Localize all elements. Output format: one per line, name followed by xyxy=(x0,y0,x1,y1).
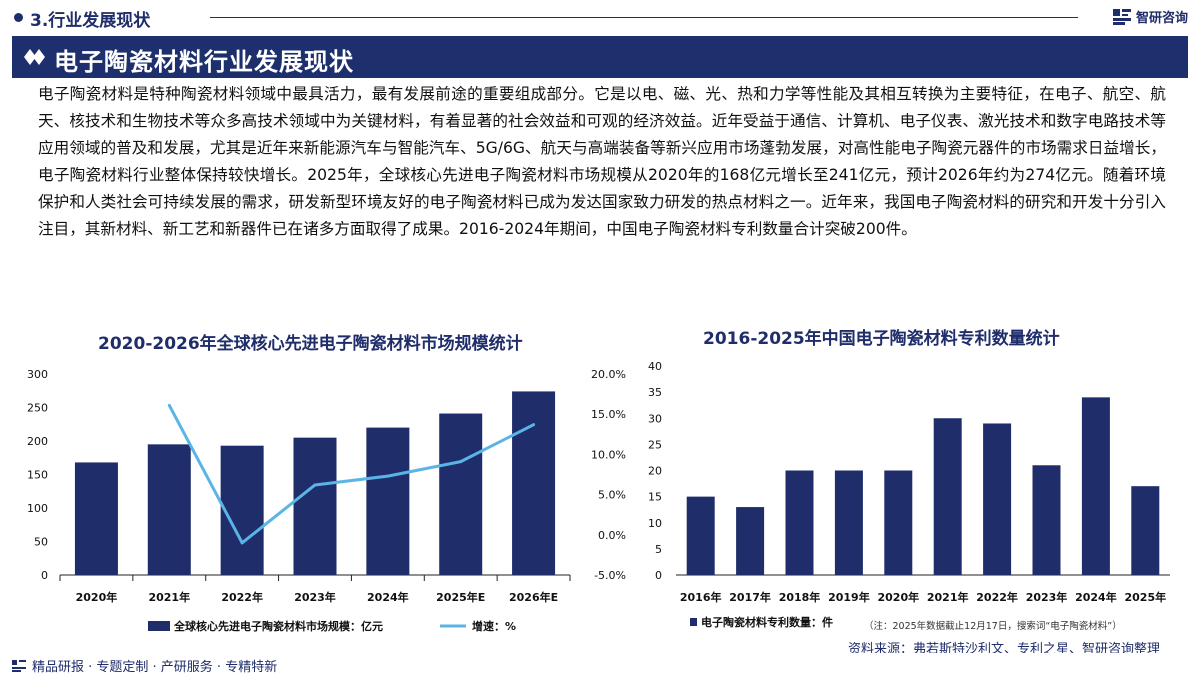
bar xyxy=(366,427,410,575)
bar xyxy=(512,391,556,575)
x-tick-label: 2025年E xyxy=(436,590,485,604)
legend-line-label: 增速：% xyxy=(472,619,516,633)
patent-count-chart: 0 5 10 15 20 25 30 35 40 2016年 2017年 2018年 2019年 2020… xyxy=(648,360,1170,629)
x-tick-label: 2020年 xyxy=(877,590,919,604)
y2-tick-label: -5.0% xyxy=(594,569,626,582)
market-size-chart: 0 50 100 150 200 250 300 -5.0% 0.0% 5.0% 10.0% 15.0… xyxy=(27,368,626,633)
footer-bar xyxy=(0,653,1200,675)
y2-tick-label: 15.0% xyxy=(591,408,626,421)
title-banner: 电子陶瓷材料行业发展现状 xyxy=(12,36,1188,78)
intro-paragraph: 电子陶瓷材料是特种陶瓷材料领域中最具活力，最有发展前途的重要组成部分。它是以电、… xyxy=(38,85,1166,238)
y2-tick-label: 5.0% xyxy=(598,489,626,502)
bar xyxy=(933,418,962,575)
logo-icon xyxy=(1112,8,1131,25)
y2-tick-label: 10.0% xyxy=(591,448,626,461)
growth-point xyxy=(532,423,536,427)
x-tick-label: 2021年 xyxy=(148,590,190,604)
chart-note: （注：2025年数据截止12月17日，搜索词“电子陶瓷材料”） xyxy=(864,621,1122,632)
x-tick-label: 2024年 xyxy=(1075,590,1117,604)
y-tick-label: 40 xyxy=(648,360,662,373)
legend-bar-label: 电子陶瓷材料专利数量：件 xyxy=(701,615,833,629)
x-tick-label: 2016年 xyxy=(680,590,722,604)
x-tick-label: 2023年 xyxy=(294,590,336,604)
section-divider xyxy=(210,17,1078,18)
y-tick-label: 25 xyxy=(648,438,662,451)
y-tick-label: 10 xyxy=(648,517,662,530)
bar xyxy=(983,423,1012,575)
y2-tick-label: 20.0% xyxy=(591,368,626,381)
x-tick-label: 2019年 xyxy=(828,590,870,604)
bar xyxy=(220,445,264,575)
legend-bar-swatch xyxy=(690,618,697,626)
y-tick-label: 35 xyxy=(648,386,662,399)
section-title: 3.行业发展现状 xyxy=(30,11,151,31)
x-tick-label: 2021年 xyxy=(927,590,969,604)
x-tick-label: 2022年 xyxy=(976,590,1018,604)
diamond-icon xyxy=(24,49,45,65)
y-tick-label: 50 xyxy=(34,536,48,549)
y-tick-label: 30 xyxy=(648,412,662,425)
x-tick-label: 2022年 xyxy=(221,590,263,604)
footer-text: 精品研报 · 专题定制 · 产研服务 · 专精特新 xyxy=(32,660,278,675)
growth-point xyxy=(167,403,171,407)
footer-logo-icon xyxy=(12,659,26,672)
growth-point xyxy=(459,460,463,464)
growth-line xyxy=(167,404,535,545)
bar xyxy=(293,437,337,575)
growth-point xyxy=(313,483,317,487)
logo-text: 智研咨询 xyxy=(1135,11,1188,26)
footer: 精品研报 · 专题定制 · 产研服务 · 专精特新 xyxy=(12,656,277,675)
y-tick-label: 0 xyxy=(655,569,662,582)
bar xyxy=(1131,486,1160,575)
brand-logo: 智研咨询 xyxy=(1112,7,1188,26)
chart1-title: 2020-2026年全球核心先进电子陶瓷材料市场规模统计 xyxy=(98,334,523,354)
bar xyxy=(1032,465,1061,575)
legend-bar-label: 全球核心先进电子陶瓷材料市场规模：亿元 xyxy=(173,619,383,633)
bar xyxy=(439,413,483,575)
x-tick-label: 2017年 xyxy=(729,590,771,604)
y-tick-label: 250 xyxy=(27,402,48,415)
y-tick-label: 5 xyxy=(655,543,662,556)
legend-bar-swatch xyxy=(148,621,170,631)
bar xyxy=(736,507,765,575)
bar xyxy=(74,462,118,575)
y2-tick-label: 0.0% xyxy=(598,529,626,542)
growth-point xyxy=(386,474,390,478)
y-tick-label: 15 xyxy=(648,491,662,504)
x-tick-label: 2025年 xyxy=(1124,590,1166,604)
y-tick-label: 300 xyxy=(27,368,48,381)
banner-title: 电子陶瓷材料行业发展现状 xyxy=(54,48,354,76)
x-tick-label: 2023年 xyxy=(1026,590,1068,604)
y-tick-label: 200 xyxy=(27,435,48,448)
x-tick-label: 2026年E xyxy=(509,590,558,604)
bar xyxy=(1081,397,1110,575)
bar xyxy=(834,470,863,575)
y-tick-label: 0 xyxy=(41,569,48,582)
growth-point xyxy=(240,541,244,545)
y-tick-label: 100 xyxy=(27,502,48,515)
bar xyxy=(785,470,814,575)
x-tick-label: 2024年 xyxy=(367,590,409,604)
bar xyxy=(686,496,715,575)
x-tick-label: 2020年 xyxy=(76,590,118,604)
bar xyxy=(147,444,191,575)
x-tick-label: 2018年 xyxy=(779,590,821,604)
chart2-title: 2016-2025年中国电子陶瓷材料专利数量统计 xyxy=(703,329,1060,349)
y-tick-label: 20 xyxy=(648,465,662,478)
y-tick-label: 150 xyxy=(27,469,48,482)
section-bullet-icon xyxy=(14,13,23,22)
section-header: 3.行业发展现状 智研咨询 xyxy=(10,4,1190,31)
bar xyxy=(884,470,913,575)
